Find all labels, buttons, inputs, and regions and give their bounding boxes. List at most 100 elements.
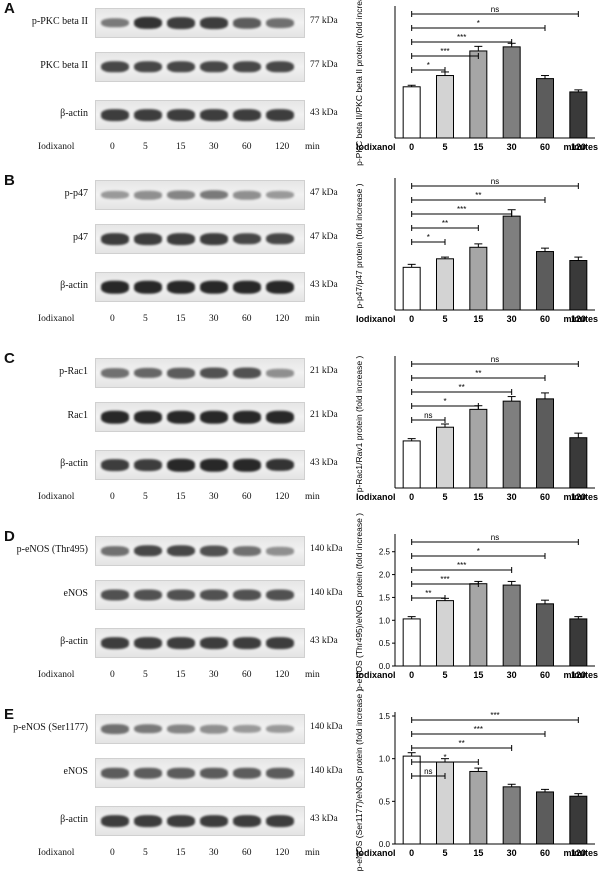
lane-label: 120 [275,670,290,680]
x-tick-label: 30 [507,670,517,680]
significance-label: ** [442,219,448,228]
blot-label: β-actin [60,280,88,291]
blot-strip [95,100,305,130]
blot-band [233,190,261,200]
x-axis-trailing-label: minutes [563,314,598,324]
lane-label: 5 [143,848,148,858]
significance-label: ** [459,739,465,748]
lane-label: 60 [242,670,252,680]
blot-band [167,190,195,200]
y-tick-label: 0.5 [379,639,391,648]
blot-strip [95,8,305,38]
blot-band [167,637,195,649]
blot-band [200,767,228,779]
x-tick-label: 5 [442,848,447,858]
lane-unit: min [305,492,320,502]
blot-band [101,18,129,28]
x-axis-leading-label: Iodixanol [356,142,396,152]
bar [436,600,454,667]
bar [402,755,421,845]
bar [402,440,421,489]
blot-label: β-actin [60,458,88,469]
lane-label: 0 [110,142,115,152]
blot-band [134,233,162,245]
kda-label: 140 kDa [310,722,343,732]
kda-label: 140 kDa [310,544,343,554]
blot-strip [95,52,305,82]
significance-label: * [477,19,480,28]
lane-label: 15 [176,670,186,680]
blot-band [266,233,294,245]
x-tick-label: 120 [571,848,586,858]
x-tick-label: 15 [473,492,483,502]
significance-label: ns [424,411,432,420]
blot-band [167,589,195,601]
x-axis-leading-label: Iodixanol [356,492,396,502]
blot-band [167,458,195,472]
x-tick-label: 5 [442,670,447,680]
lane-label: 60 [242,848,252,858]
kda-label: 77 kDa [310,60,338,70]
y-axis-label: p-Rac1/Rav1 protein (fold increase ) [354,356,364,493]
x-tick-label: 5 [442,314,447,324]
x-tick-label: 120 [571,142,586,152]
bar [402,86,421,139]
bar [402,266,421,311]
significance-label: *** [474,725,483,734]
blot-band [134,767,162,779]
blot-label: eNOS [63,588,88,599]
blot-band [233,767,261,779]
kda-label: 140 kDa [310,588,343,598]
blot-band [134,545,162,557]
x-tick-label: 30 [507,492,517,502]
blot-band [233,233,261,245]
lane-label: 30 [209,492,219,502]
significance-label: * [443,397,446,406]
blot-strip [95,180,305,210]
blot-band [233,815,261,827]
blot-band [233,280,261,294]
y-tick-label: 0.5 [379,797,391,806]
x-tick-label: 15 [473,142,483,152]
blot-band [200,545,228,557]
blot-band [101,546,129,556]
significance-label: ns [491,355,499,364]
panel-letter: C [4,350,15,367]
blot-strip [95,806,305,836]
blot-band [134,109,162,121]
blot-strip [95,714,305,744]
blot-band [101,61,129,73]
significance-label: ** [459,383,465,392]
lane-label: 15 [176,848,186,858]
blot-band [101,410,129,424]
blot-band [167,61,195,73]
blot-label: p-PKC beta II [31,16,88,27]
blot-band [266,410,294,424]
significance-label: ** [475,191,481,200]
x-axis-leading-label: Iodixanol [356,848,396,858]
bar [436,75,454,139]
blot-label: eNOS [63,766,88,777]
significance-label: ns [491,5,499,14]
blot-label: p-p47 [64,188,88,199]
y-tick-label: 0.0 [379,840,391,849]
blot-band [266,61,294,73]
significance-label: * [477,547,480,556]
blot-strip [95,758,305,788]
blot-band [101,815,129,827]
x-tick-label: 60 [540,670,550,680]
blot-band [167,367,195,379]
kda-label: 43 kDa [310,636,338,646]
blot-strip [95,272,305,302]
blot-label: p-Rac1 [59,366,88,377]
bar [502,215,521,311]
blot-band [233,61,261,73]
blot-band [167,767,195,779]
blot-band [266,18,294,28]
blot-band [233,458,261,472]
blot-strip [95,358,305,388]
x-tick-label: 120 [571,670,586,680]
x-tick-label: 60 [540,314,550,324]
bar [569,437,588,489]
lane-label: 5 [143,670,148,680]
